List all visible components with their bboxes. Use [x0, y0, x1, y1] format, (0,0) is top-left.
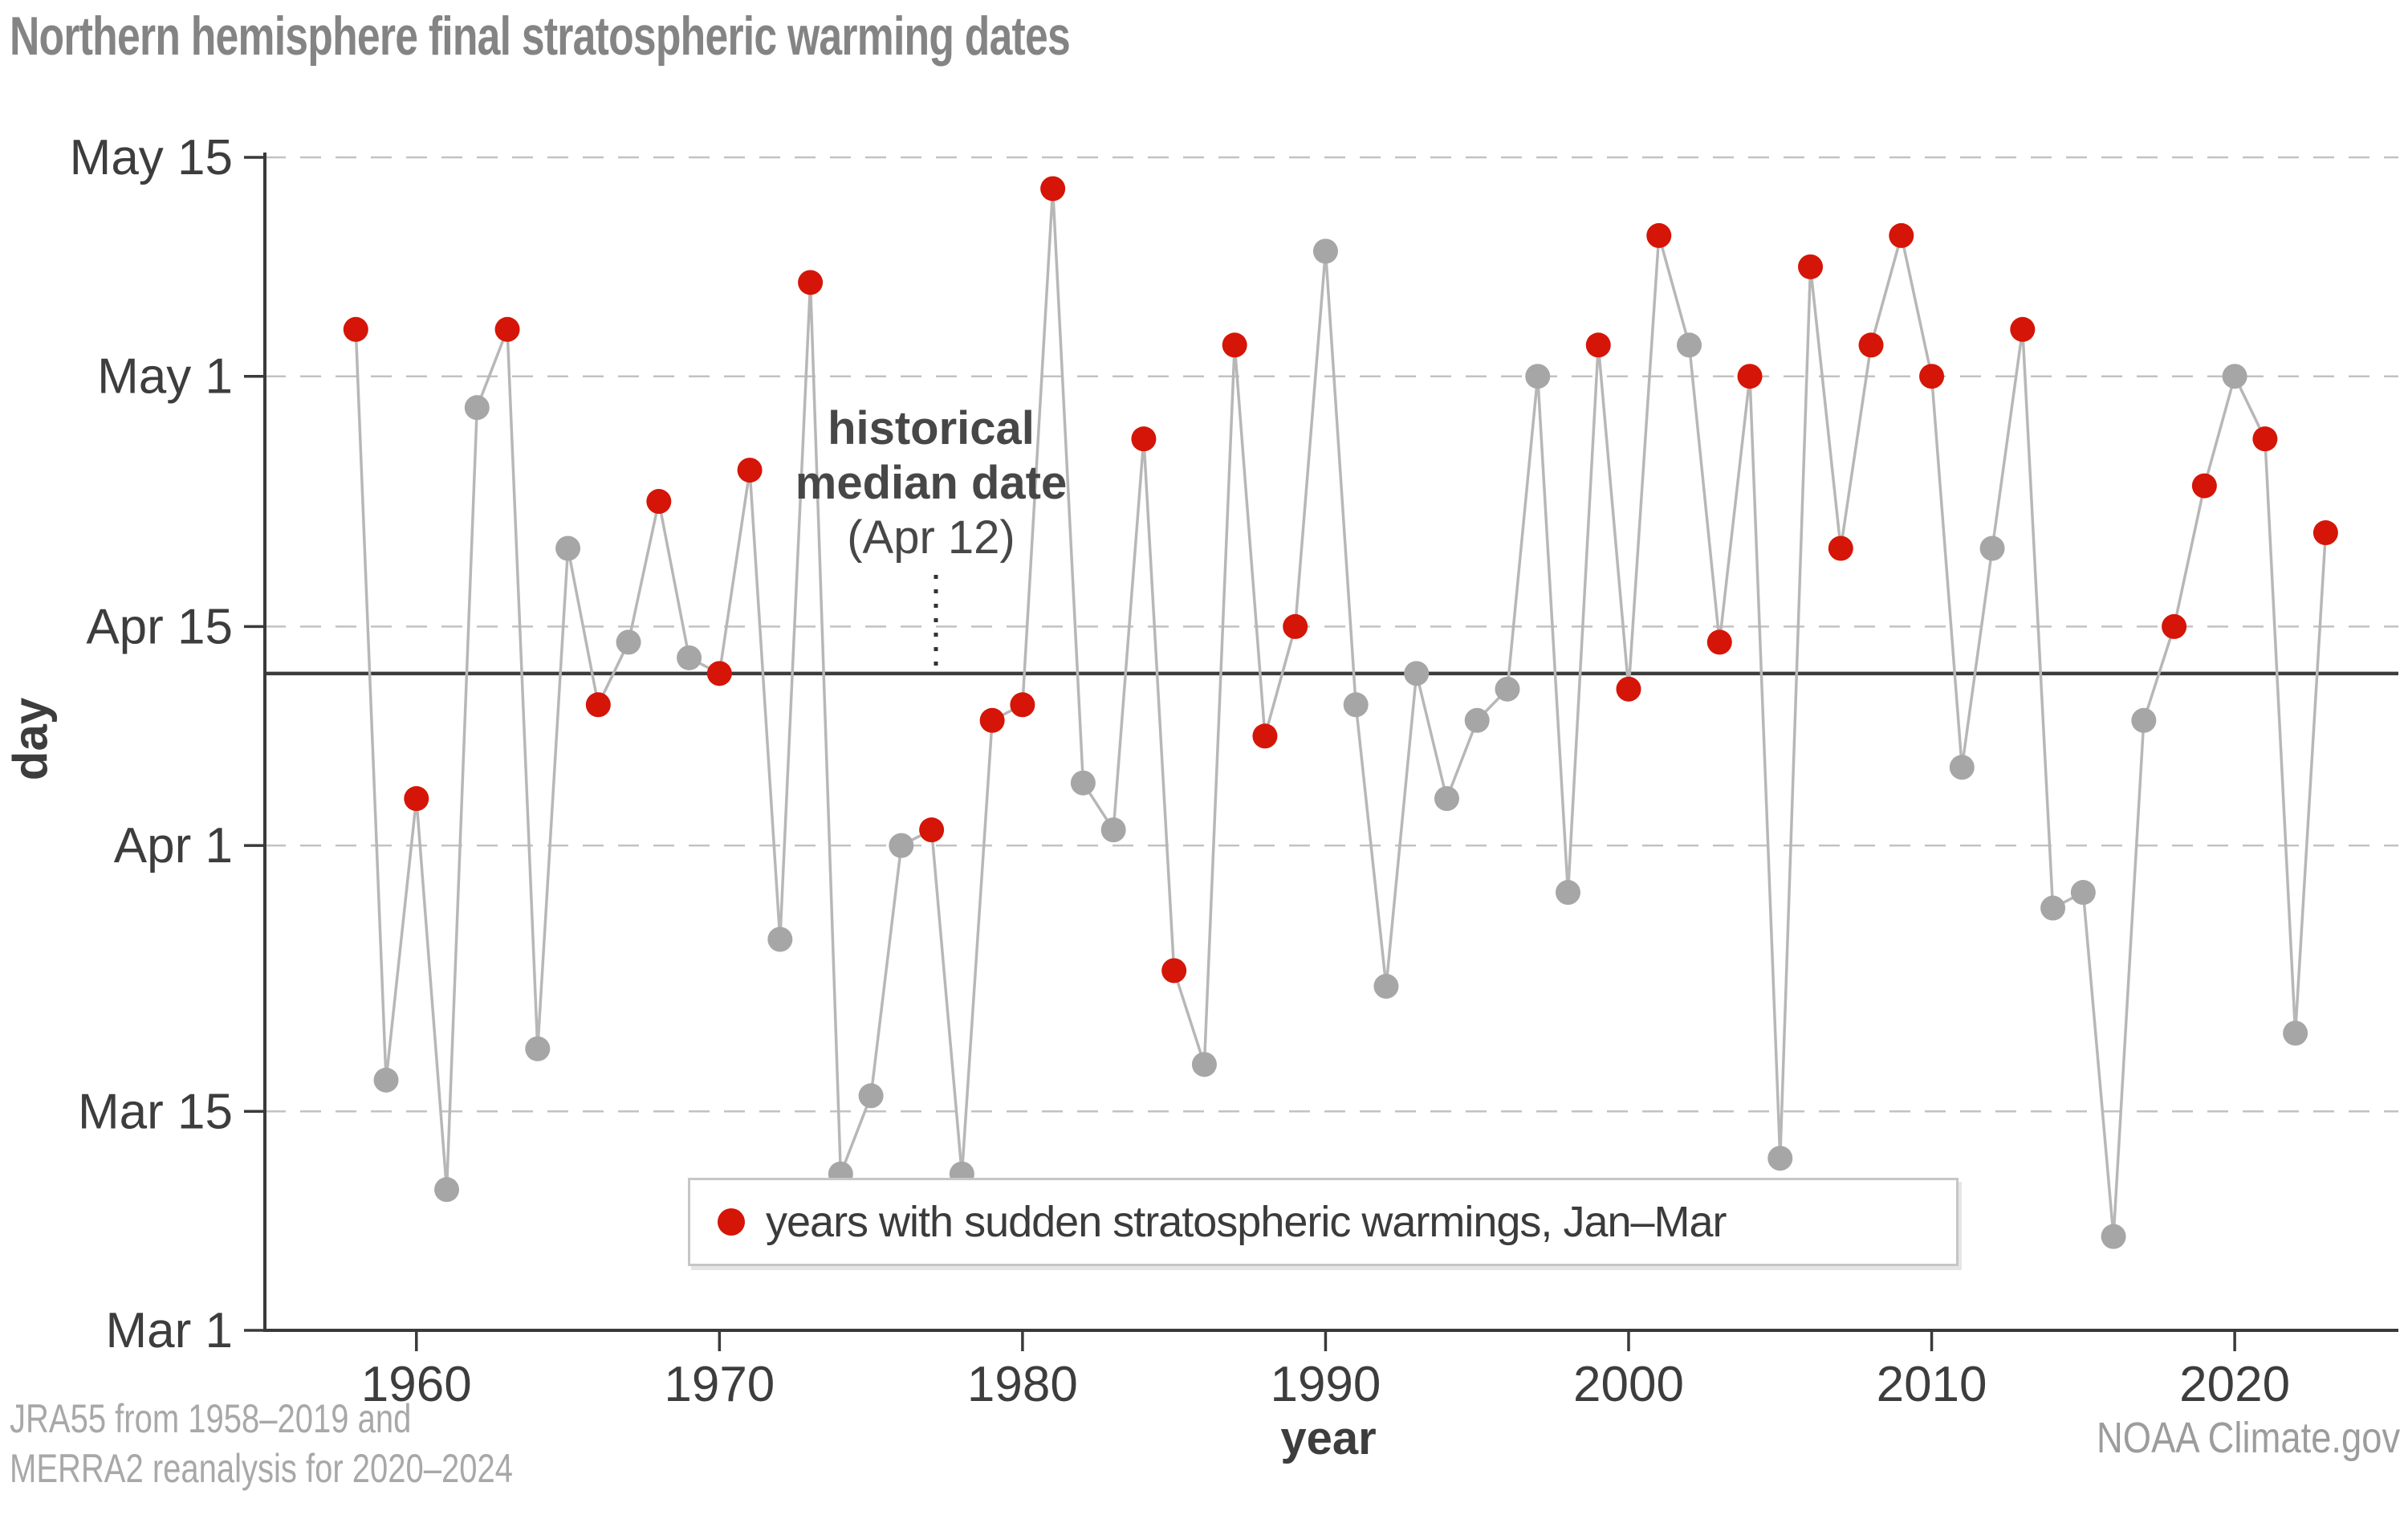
data-point-2016: [2101, 1224, 2126, 1249]
x-tick-label-1960: 1960: [361, 1357, 472, 1412]
data-point-2005: [1767, 1146, 1793, 1171]
data-point-2014: [2040, 895, 2066, 921]
legend: years with sudden stratospheric warmings…: [688, 1178, 1959, 1266]
y-tick-label-apr15: Apr 15: [86, 599, 233, 654]
x-axis-title: year: [1280, 1412, 1377, 1464]
x-tick-label-2010: 2010: [1877, 1357, 1987, 1412]
data-point-1960: [404, 786, 429, 812]
legend-red-dot-icon: [718, 1208, 745, 1236]
data-point-1981: [1040, 176, 1066, 202]
data-point-2017: [2131, 707, 2157, 733]
data-point-2006: [1798, 254, 1824, 279]
data-point-2020: [2222, 364, 2247, 389]
data-point-1963: [494, 316, 520, 342]
median-annotation-line1: historical: [828, 402, 1035, 454]
data-point-2000: [1616, 676, 1641, 702]
data-point-1997: [1525, 364, 1551, 389]
data-point-1962: [464, 395, 490, 421]
data-point-1992: [1373, 973, 1399, 999]
data-point-1967: [616, 629, 641, 655]
data-point-1975: [858, 1083, 884, 1109]
data-point-1989: [1283, 613, 1308, 639]
legend-label: years with sudden stratospheric warmings…: [766, 1198, 1727, 1246]
data-point-1970: [706, 661, 732, 686]
median-annotation-line3: (Apr 12): [847, 511, 1015, 564]
data-point-1994: [1434, 786, 1459, 812]
data-point-1998: [1555, 880, 1580, 906]
data-point-1971: [737, 458, 763, 483]
data-point-1993: [1404, 661, 1430, 686]
x-tick-label-1980: 1980: [967, 1357, 1078, 1412]
median-annotation-line2: median date: [795, 457, 1068, 509]
data-point-1999: [1585, 332, 1611, 358]
data-point-2004: [1737, 364, 1763, 389]
data-point-1979: [979, 707, 1005, 733]
series-line: [354, 188, 2328, 1237]
data-point-2002: [1677, 332, 1702, 358]
x-tick-label-2020: 2020: [2179, 1357, 2290, 1412]
y-tick-label-mar15: Mar 15: [78, 1084, 233, 1139]
data-source-line2: MERRA2 reanalysis for 2020–2024: [10, 1446, 514, 1491]
y-tick-label-may15: May 15: [70, 130, 233, 185]
data-point-1968: [646, 489, 672, 515]
data-point-1995: [1464, 707, 1490, 733]
data-point-1966: [585, 692, 611, 718]
data-point-2011: [1949, 755, 1975, 780]
data-point-2010: [1919, 364, 1945, 389]
y-tick-label-apr1: Apr 1: [114, 818, 233, 874]
data-point-2015: [2070, 880, 2096, 906]
data-point-1996: [1495, 676, 1520, 702]
data-point-1991: [1343, 692, 1369, 718]
data-point-1990: [1312, 238, 1338, 264]
x-tick-label-2000: 2000: [1573, 1357, 1684, 1412]
data-point-1976: [889, 833, 914, 858]
data-point-1977: [919, 817, 945, 843]
chart-title: Northern hemisphere final stratospheric …: [10, 6, 1071, 67]
data-point-1988: [1252, 723, 1278, 749]
data-point-2007: [1828, 536, 1853, 561]
data-point-2018: [2162, 613, 2187, 639]
credit: NOAA Climate.gov: [2096, 1414, 2400, 1462]
data-point-1987: [1222, 332, 1247, 358]
data-point-1958: [343, 316, 368, 342]
data-point-1969: [677, 645, 702, 670]
data-point-2022: [2283, 1020, 2308, 1046]
data-point-1983: [1100, 817, 1126, 843]
data-point-1959: [373, 1067, 399, 1093]
data-point-2019: [2191, 473, 2217, 499]
y-axis-title: day: [3, 697, 58, 781]
data-source-note: JRA55 from 1958–2019 and MERRA2 reanalys…: [10, 1394, 513, 1493]
data-point-2013: [2010, 316, 2036, 342]
data-point-1964: [525, 1036, 551, 1061]
data-point-1980: [1010, 692, 1035, 718]
data-point-2001: [1646, 222, 1672, 248]
data-point-2021: [2252, 426, 2278, 452]
data-point-1982: [1070, 770, 1096, 796]
data-point-2012: [1979, 536, 2005, 561]
data-point-1984: [1131, 426, 1157, 452]
x-tick-label-1970: 1970: [664, 1357, 775, 1412]
median-annotation: historical median date (Apr 12): [690, 401, 1172, 565]
y-tick-label-may1: May 1: [97, 349, 233, 405]
data-point-2023: [2312, 520, 2338, 546]
data-point-2003: [1706, 629, 1732, 655]
y-tick-label-mar1: Mar 1: [106, 1303, 233, 1358]
data-point-1961: [434, 1177, 460, 1203]
data-point-2009: [1889, 222, 1914, 248]
data-point-1972: [767, 927, 793, 952]
data-source-line1: JRA55 from 1958–2019 and: [10, 1396, 412, 1441]
data-point-2008: [1858, 332, 1884, 358]
data-point-1986: [1191, 1052, 1217, 1077]
data-point-1965: [555, 536, 581, 561]
data-point-1973: [798, 270, 824, 295]
data-point-1985: [1161, 958, 1187, 984]
x-tick-label-1990: 1990: [1270, 1357, 1381, 1412]
